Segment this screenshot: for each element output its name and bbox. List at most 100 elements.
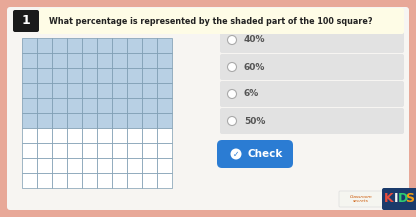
Bar [67, 143, 82, 158]
Bar [67, 83, 82, 98]
Bar [142, 158, 157, 173]
Bar [127, 53, 142, 68]
Text: 6%: 6% [244, 89, 259, 99]
Bar [112, 173, 127, 188]
Bar [127, 128, 142, 143]
Bar [112, 158, 127, 173]
Circle shape [228, 36, 237, 44]
Bar [127, 113, 142, 128]
Bar [142, 83, 157, 98]
Bar [82, 173, 97, 188]
Bar [82, 83, 97, 98]
Bar [67, 68, 82, 83]
Bar [37, 53, 52, 68]
FancyBboxPatch shape [13, 10, 39, 32]
FancyBboxPatch shape [339, 191, 383, 207]
Bar [142, 143, 157, 158]
Circle shape [228, 117, 237, 125]
Bar [157, 83, 172, 98]
Bar [82, 113, 97, 128]
FancyBboxPatch shape [220, 54, 404, 80]
Bar [82, 128, 97, 143]
Bar [52, 53, 67, 68]
Bar [37, 143, 52, 158]
Bar [82, 158, 97, 173]
Bar [22, 53, 37, 68]
FancyBboxPatch shape [220, 27, 404, 53]
Bar [157, 128, 172, 143]
Bar [112, 143, 127, 158]
Bar [112, 53, 127, 68]
Bar [142, 173, 157, 188]
Bar [67, 38, 82, 53]
Bar [22, 98, 37, 113]
Bar [37, 68, 52, 83]
Text: 40%: 40% [244, 36, 265, 44]
FancyBboxPatch shape [220, 81, 404, 107]
Bar [37, 128, 52, 143]
FancyBboxPatch shape [39, 8, 404, 34]
Bar [97, 98, 112, 113]
Bar [37, 98, 52, 113]
Bar [157, 38, 172, 53]
Text: 50%: 50% [244, 117, 265, 125]
Circle shape [230, 148, 242, 159]
FancyBboxPatch shape [220, 108, 404, 134]
Text: Classroom
secrets: Classroom secrets [350, 195, 372, 203]
Bar [97, 83, 112, 98]
Bar [157, 113, 172, 128]
Text: 1: 1 [22, 15, 30, 28]
Text: Check: Check [248, 149, 283, 159]
Bar [157, 98, 172, 113]
Bar [52, 128, 67, 143]
Bar [52, 68, 67, 83]
FancyBboxPatch shape [217, 140, 293, 168]
Bar [82, 53, 97, 68]
Bar [112, 83, 127, 98]
Bar [67, 128, 82, 143]
Bar [127, 143, 142, 158]
Bar [82, 98, 97, 113]
Bar [37, 38, 52, 53]
Bar [142, 53, 157, 68]
Bar [157, 53, 172, 68]
Bar [22, 128, 37, 143]
Bar [37, 173, 52, 188]
Text: D: D [398, 192, 408, 205]
Text: ✓: ✓ [233, 150, 239, 158]
Bar [112, 113, 127, 128]
Bar [67, 158, 82, 173]
Text: S: S [406, 192, 414, 205]
Bar [52, 158, 67, 173]
Bar [52, 98, 67, 113]
Bar [157, 68, 172, 83]
Bar [67, 53, 82, 68]
Bar [52, 83, 67, 98]
Bar [97, 113, 112, 128]
Bar [112, 38, 127, 53]
Circle shape [228, 62, 237, 71]
Bar [67, 98, 82, 113]
Text: I: I [394, 192, 398, 205]
Bar [142, 128, 157, 143]
Bar [37, 113, 52, 128]
Bar [52, 173, 67, 188]
Bar [112, 98, 127, 113]
Bar [112, 128, 127, 143]
Bar [97, 53, 112, 68]
Bar [22, 68, 37, 83]
Bar [142, 98, 157, 113]
Bar [97, 143, 112, 158]
Bar [67, 173, 82, 188]
Bar [52, 143, 67, 158]
Bar [52, 38, 67, 53]
Bar [22, 83, 37, 98]
Text: 60%: 60% [244, 62, 265, 71]
Bar [142, 68, 157, 83]
Bar [127, 68, 142, 83]
Bar [82, 38, 97, 53]
Bar [22, 113, 37, 128]
FancyBboxPatch shape [382, 188, 416, 210]
Text: K: K [384, 192, 394, 205]
Text: What percentage is represented by the shaded part of the 100 square?: What percentage is represented by the sh… [49, 16, 372, 26]
